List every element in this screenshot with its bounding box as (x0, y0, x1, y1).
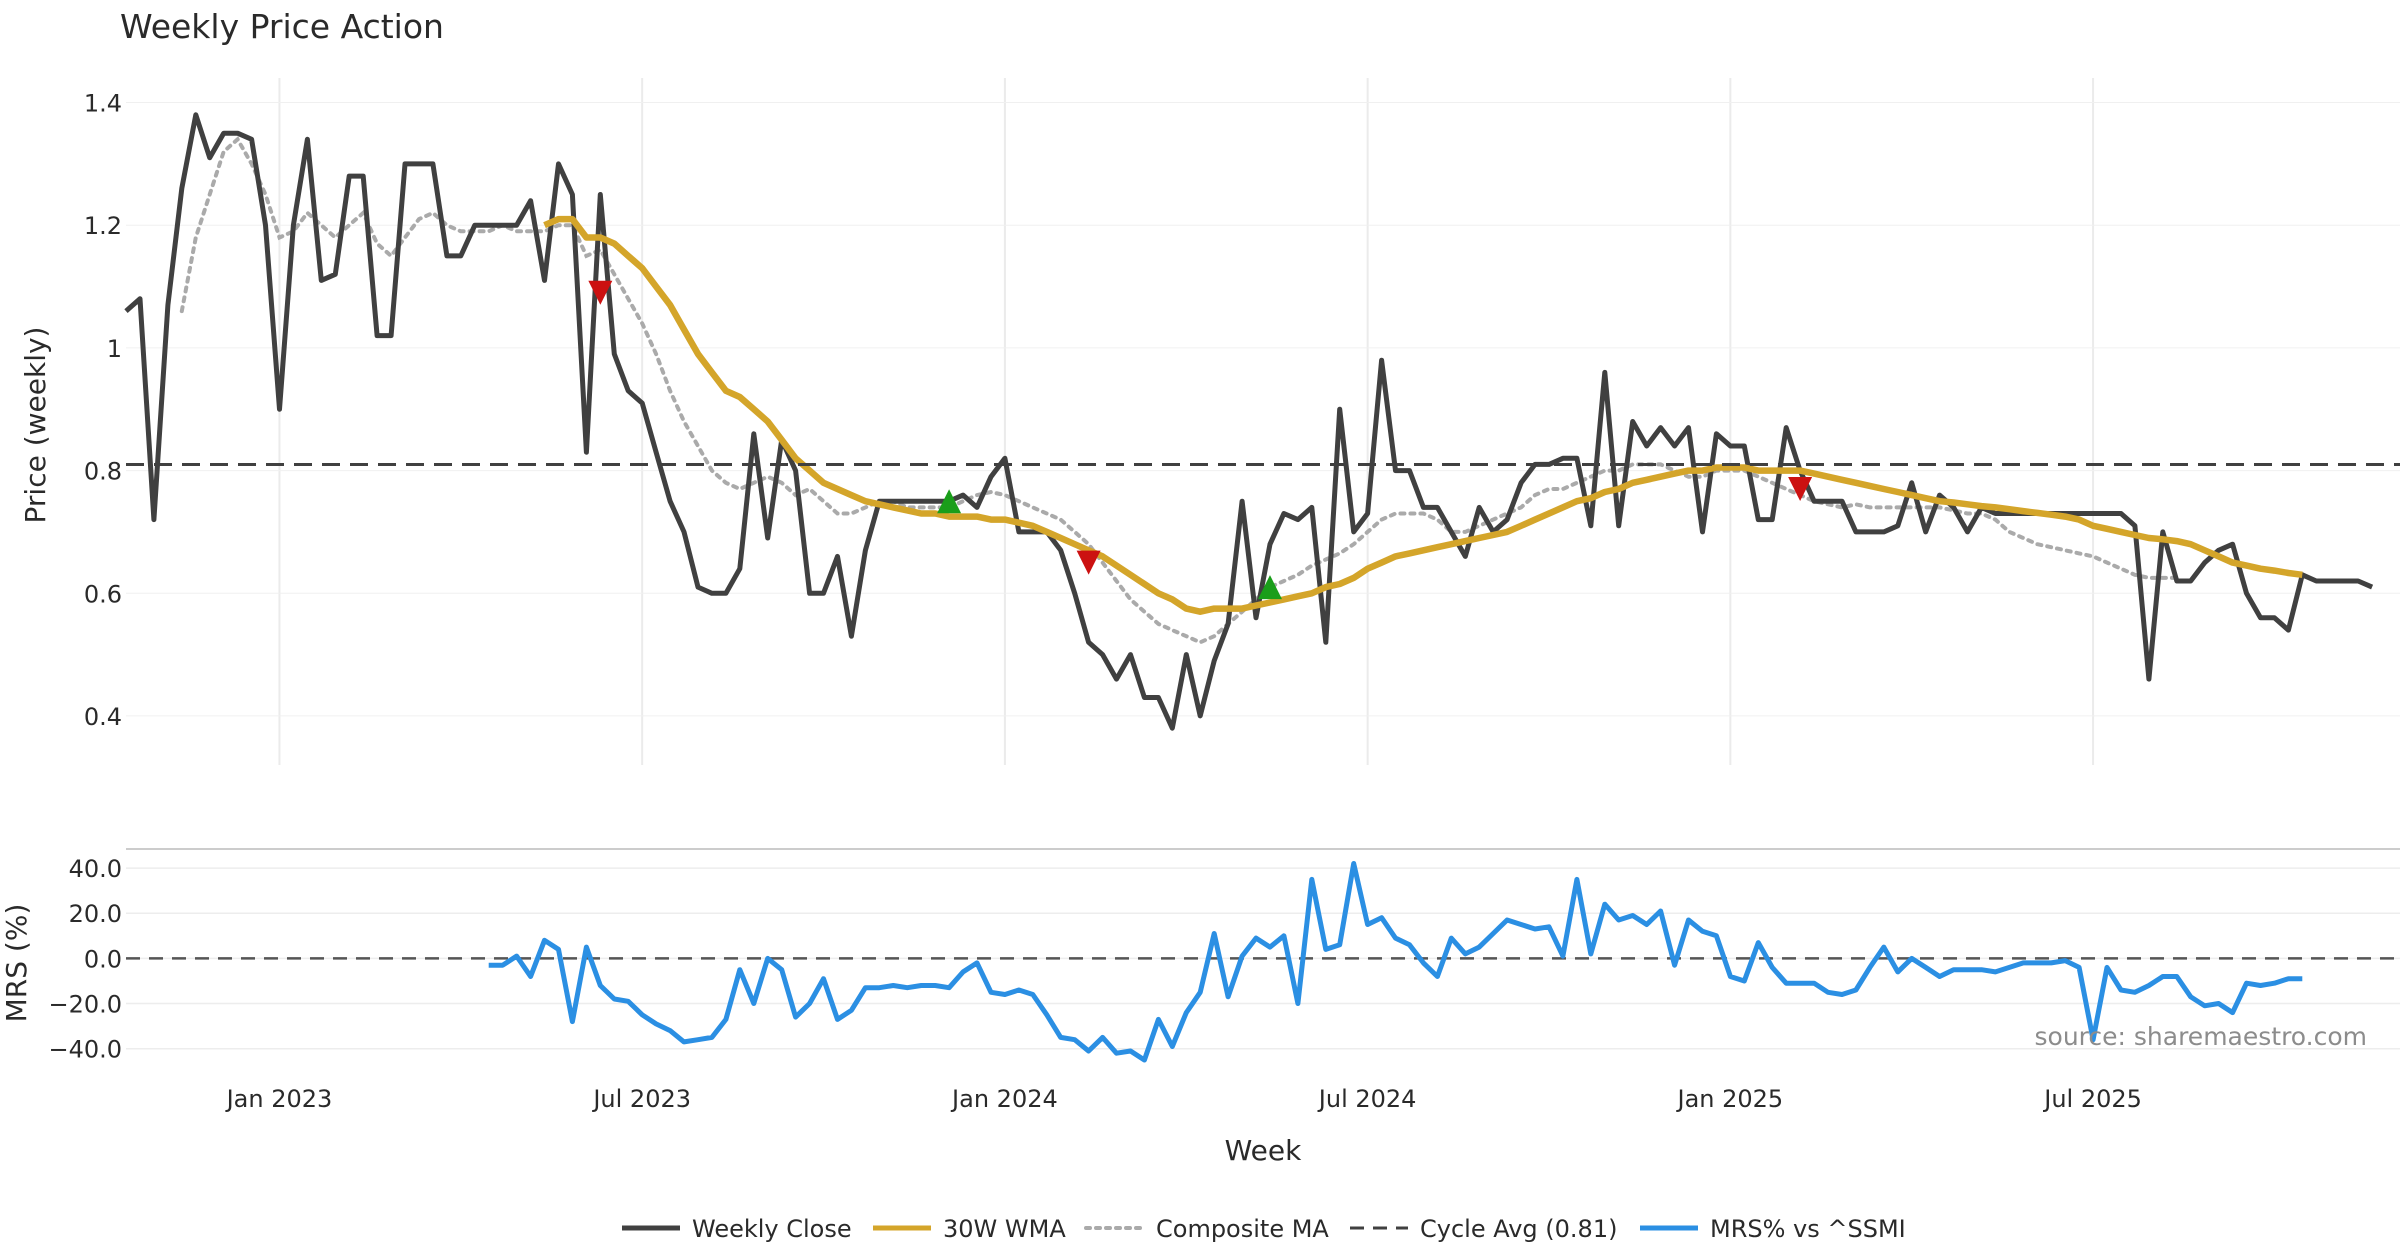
signal-markers (588, 280, 1813, 600)
legend-label: Weekly Close (692, 1215, 852, 1243)
legend-label: Cycle Avg (0.81) (1420, 1215, 1617, 1243)
sell-signal-marker (588, 280, 613, 305)
mrs-y-tick-label: 20.0 (69, 900, 122, 928)
x-tick-label: Jan 2024 (950, 1085, 1058, 1113)
x-ticks: Jan 2023 Jul 2023 Jan 2024 Jul 2024 Jan 2025… (225, 1085, 2142, 1113)
price-y-tick-label: 0.6 (84, 580, 122, 608)
mrs-y-tick-label: 0.0 (84, 945, 122, 973)
x-tick-label: Jan 2025 (1676, 1085, 1784, 1113)
price-y-tick-label: 1 (107, 335, 122, 363)
sell-signal-marker (1788, 476, 1813, 501)
x-tick-label: Jul 2023 (591, 1085, 691, 1113)
price-y-axis-title: Price (weekly) (19, 327, 52, 524)
mrs-y-tick-label: −40.0 (48, 1036, 122, 1064)
buy-signal-marker (1257, 575, 1282, 600)
mrs-y-tick-label: −20.0 (48, 991, 122, 1019)
source-note: source: sharemaestro.com (2035, 1022, 2368, 1051)
price-y-tick-label: 1.4 (84, 90, 122, 118)
price-y-tick-label: 0.8 (84, 458, 122, 486)
price-y-ticks: 0.4 0.6 0.8 1 1.2 1.4 (84, 90, 122, 731)
price-y-tick-label: 0.4 (84, 703, 122, 731)
price-y-tick-label: 1.2 (84, 212, 122, 240)
legend-label: MRS% vs ^SSMI (1710, 1215, 1906, 1243)
mrs-y-ticks: 40.0 20.0 0.0 −20.0 −40.0 (48, 855, 122, 1064)
mrs-y-tick-label: 40.0 (69, 855, 122, 883)
series-weekly-close (124, 112, 2374, 731)
sell-signal-marker (1076, 550, 1101, 575)
price-grid (126, 78, 2400, 765)
mrs-grid (126, 848, 2400, 1050)
x-tick-label: Jul 2024 (1317, 1085, 1417, 1113)
buy-signal-marker (937, 489, 962, 514)
mrs-y-axis-title: MRS (%) (0, 904, 33, 1023)
legend-label: Composite MA (1156, 1215, 1329, 1243)
x-axis-title: Week (1225, 1134, 1302, 1167)
x-tick-label: Jul 2025 (2042, 1085, 2142, 1113)
series-30w-wma (543, 215, 2303, 615)
series-composite-ma (179, 136, 2179, 645)
chart-title: Weekly Price Action (120, 7, 444, 46)
legend-label: 30W WMA (943, 1215, 1066, 1243)
series-mrs (488, 861, 2303, 1063)
mrs-series-layer (488, 861, 2303, 1063)
price-series-layer (124, 112, 2400, 731)
x-tick-label: Jan 2023 (225, 1085, 333, 1113)
legend: Weekly Close 30W WMA Composite MA Cycle Avg… (622, 1215, 1906, 1243)
